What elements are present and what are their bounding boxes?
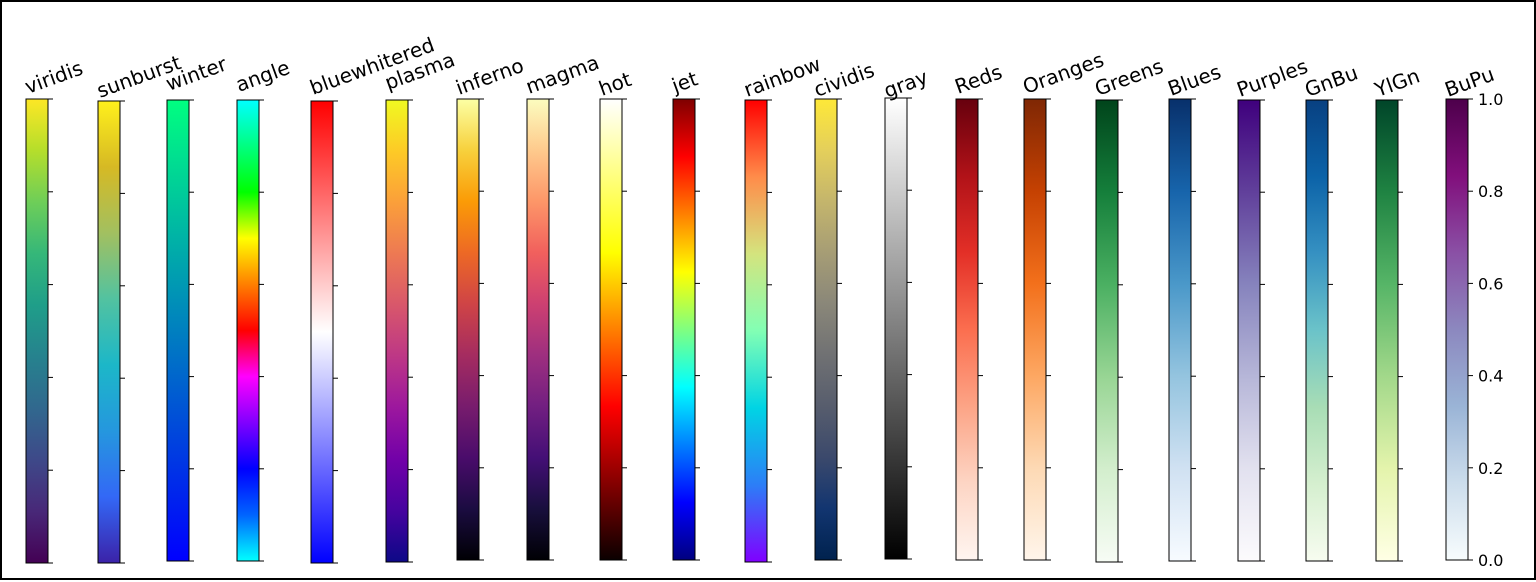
colorbar-bluewhitered (310, 100, 334, 564)
colorbar-jet (672, 98, 696, 561)
colormap-label-viridis: viridis (22, 56, 86, 99)
colormap-label-rainbow: rainbow (741, 52, 824, 102)
colorbar-gray (884, 97, 908, 560)
colormap-label-jet: jet (668, 66, 701, 98)
colorbar-sunburst (97, 100, 121, 564)
tick-label: 0.4 (1478, 367, 1503, 386)
colormap-label-gray: gray (881, 65, 932, 103)
tick-label: 0.8 (1478, 182, 1503, 201)
colorbar-magma (526, 98, 550, 561)
colormap-label-angle: angle (233, 55, 293, 97)
tick-label: 1.0 (1478, 90, 1503, 109)
colorbar-viridis (25, 98, 49, 564)
colorbar-Blues (1168, 98, 1192, 562)
colorbar-plasma (385, 99, 409, 563)
colormap-label-magma: magma (523, 50, 603, 99)
tick-label: 0.2 (1478, 459, 1503, 478)
colormap-label-Blues: Blues (1165, 59, 1225, 100)
colorbar-YlGn (1375, 99, 1399, 562)
colorbar-GnBu (1305, 99, 1329, 562)
colormap-label-YlGn: YlGn (1371, 63, 1423, 102)
tick-label: 0.0 (1478, 551, 1503, 570)
colorbar-hot (599, 98, 623, 561)
colorbar-Reds (955, 98, 979, 561)
colorbar-cividis (814, 98, 838, 561)
tick-axis: 0.0 0.2 0.4 0.6 0.8 1.0 (1478, 90, 1503, 570)
colormap-label-GnBu: GnBu (1302, 60, 1361, 101)
tick-label: 0.6 (1478, 274, 1503, 293)
colormap-label-Oranges: Oranges (1020, 47, 1107, 98)
colorbar-BuPu (1445, 98, 1469, 561)
colorbar-inferno (456, 98, 480, 561)
colorbar-winter (166, 99, 190, 562)
colorbar-angle (236, 99, 260, 562)
colormap-label-Purples: Purples (1234, 54, 1311, 102)
colormap-label-inferno: inferno (453, 53, 527, 100)
colormap-label-Reds: Reds (952, 60, 1006, 99)
colorbar-Greens (1095, 99, 1119, 563)
colorbar-Oranges (1023, 98, 1047, 561)
colormap-label-cividis: cividis (811, 58, 878, 102)
colorbar-Purples (1237, 99, 1261, 562)
colorbar-rainbow (744, 99, 768, 563)
